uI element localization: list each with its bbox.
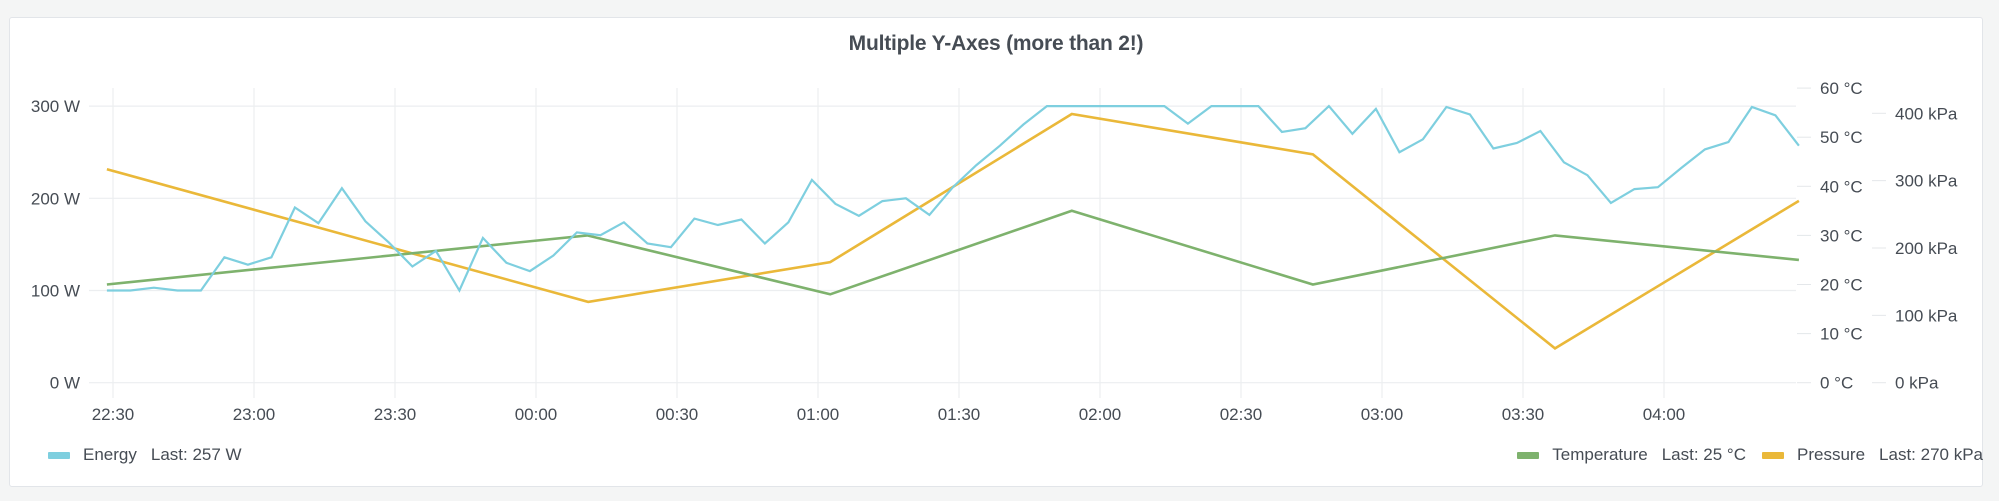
x-tick-label: 03:30	[1502, 405, 1545, 424]
y-tick-label: 300 kPa	[1895, 172, 1958, 191]
legend-series-name: Temperature	[1552, 445, 1648, 464]
x-tick-label: 00:30	[656, 405, 699, 424]
pressure-color-swatch-icon	[1762, 451, 1784, 459]
y-tick-label: 20 °C	[1820, 276, 1863, 295]
legend-series-name: Pressure	[1797, 445, 1866, 464]
legend-item-energy[interactable]: Energy Last: 257 W	[48, 445, 242, 465]
x-tick-label: 23:30	[374, 405, 417, 424]
y-tick-label: 40 °C	[1820, 177, 1863, 196]
x-tick-label: 01:00	[797, 405, 840, 424]
y-axis-temperature: 0 °C 10 °C 20 °C 30 °C 40 °C 50 °C 60 °C	[1797, 79, 1863, 393]
y-tick-label: 0 °C	[1820, 374, 1853, 393]
x-axis-time: 22:30 23:00 23:30 00:00 00:30 01:00 01:30 02:00…	[92, 405, 1686, 424]
y-tick-label: 200 kPa	[1895, 239, 1958, 258]
y-tick-label: 100 kPa	[1895, 306, 1958, 325]
y-tick-label: 60 °C	[1820, 79, 1863, 98]
x-tick-label: 01:30	[938, 405, 981, 424]
y-axis-pressure: 0 kPa 100 kPa 200 kPa 300 kPa 400 kPa	[1872, 104, 1958, 393]
y-tick-label: 0 kPa	[1895, 374, 1939, 393]
legend-last-value: Last: 257 W	[150, 445, 242, 464]
legend-left: Energy Last: 257 W	[48, 444, 242, 466]
panel-title[interactable]: Multiple Y-Axes (more than 2!)	[848, 32, 1144, 55]
legend-last-value: Last: 270 kPa	[1879, 445, 1983, 464]
x-tick-label: 23:00	[233, 405, 276, 424]
y-tick-label: 400 kPa	[1895, 104, 1958, 123]
y-tick-label: 10 °C	[1820, 325, 1863, 344]
y-tick-label: 0 W	[50, 374, 80, 393]
y-tick-label: 300 W	[31, 97, 80, 116]
x-tick-label: 03:00	[1361, 405, 1404, 424]
graph-panel: Multiple Y-Axes (more than 2!)	[9, 17, 1983, 487]
x-tick-label: 02:00	[1079, 405, 1122, 424]
legend-series-name: Energy	[83, 445, 137, 464]
series-line-temperature[interactable]	[106, 209, 1800, 296]
y-tick-label: 50 °C	[1820, 128, 1863, 147]
grid-lines	[89, 88, 1796, 398]
legend-item-pressure[interactable]: Pressure Last: 270 kPa	[1762, 445, 1983, 465]
x-tick-label: 00:00	[515, 405, 558, 424]
series-lines	[106, 104, 1800, 350]
series-line-energy[interactable]	[106, 104, 1800, 293]
y-tick-label: 30 °C	[1820, 226, 1863, 245]
legend-right: Temperature Last: 25 °C Pressure Last: 2…	[1517, 444, 1983, 466]
x-tick-label: 04:00	[1643, 405, 1686, 424]
y-tick-label: 100 W	[31, 282, 80, 301]
legend-item-temperature[interactable]: Temperature Last: 25 °C	[1517, 445, 1746, 465]
series-line-pressure[interactable]	[106, 112, 1800, 350]
legend-last-value: Last: 25 °C	[1661, 445, 1746, 464]
x-tick-label: 22:30	[92, 405, 135, 424]
temperature-color-swatch-icon	[1517, 451, 1540, 459]
energy-color-swatch-icon	[48, 451, 70, 459]
y-tick-label: 200 W	[31, 189, 80, 208]
y-axis-energy: 0 W 100 W 200 W 300 W	[31, 97, 80, 393]
x-tick-label: 02:30	[1220, 405, 1263, 424]
